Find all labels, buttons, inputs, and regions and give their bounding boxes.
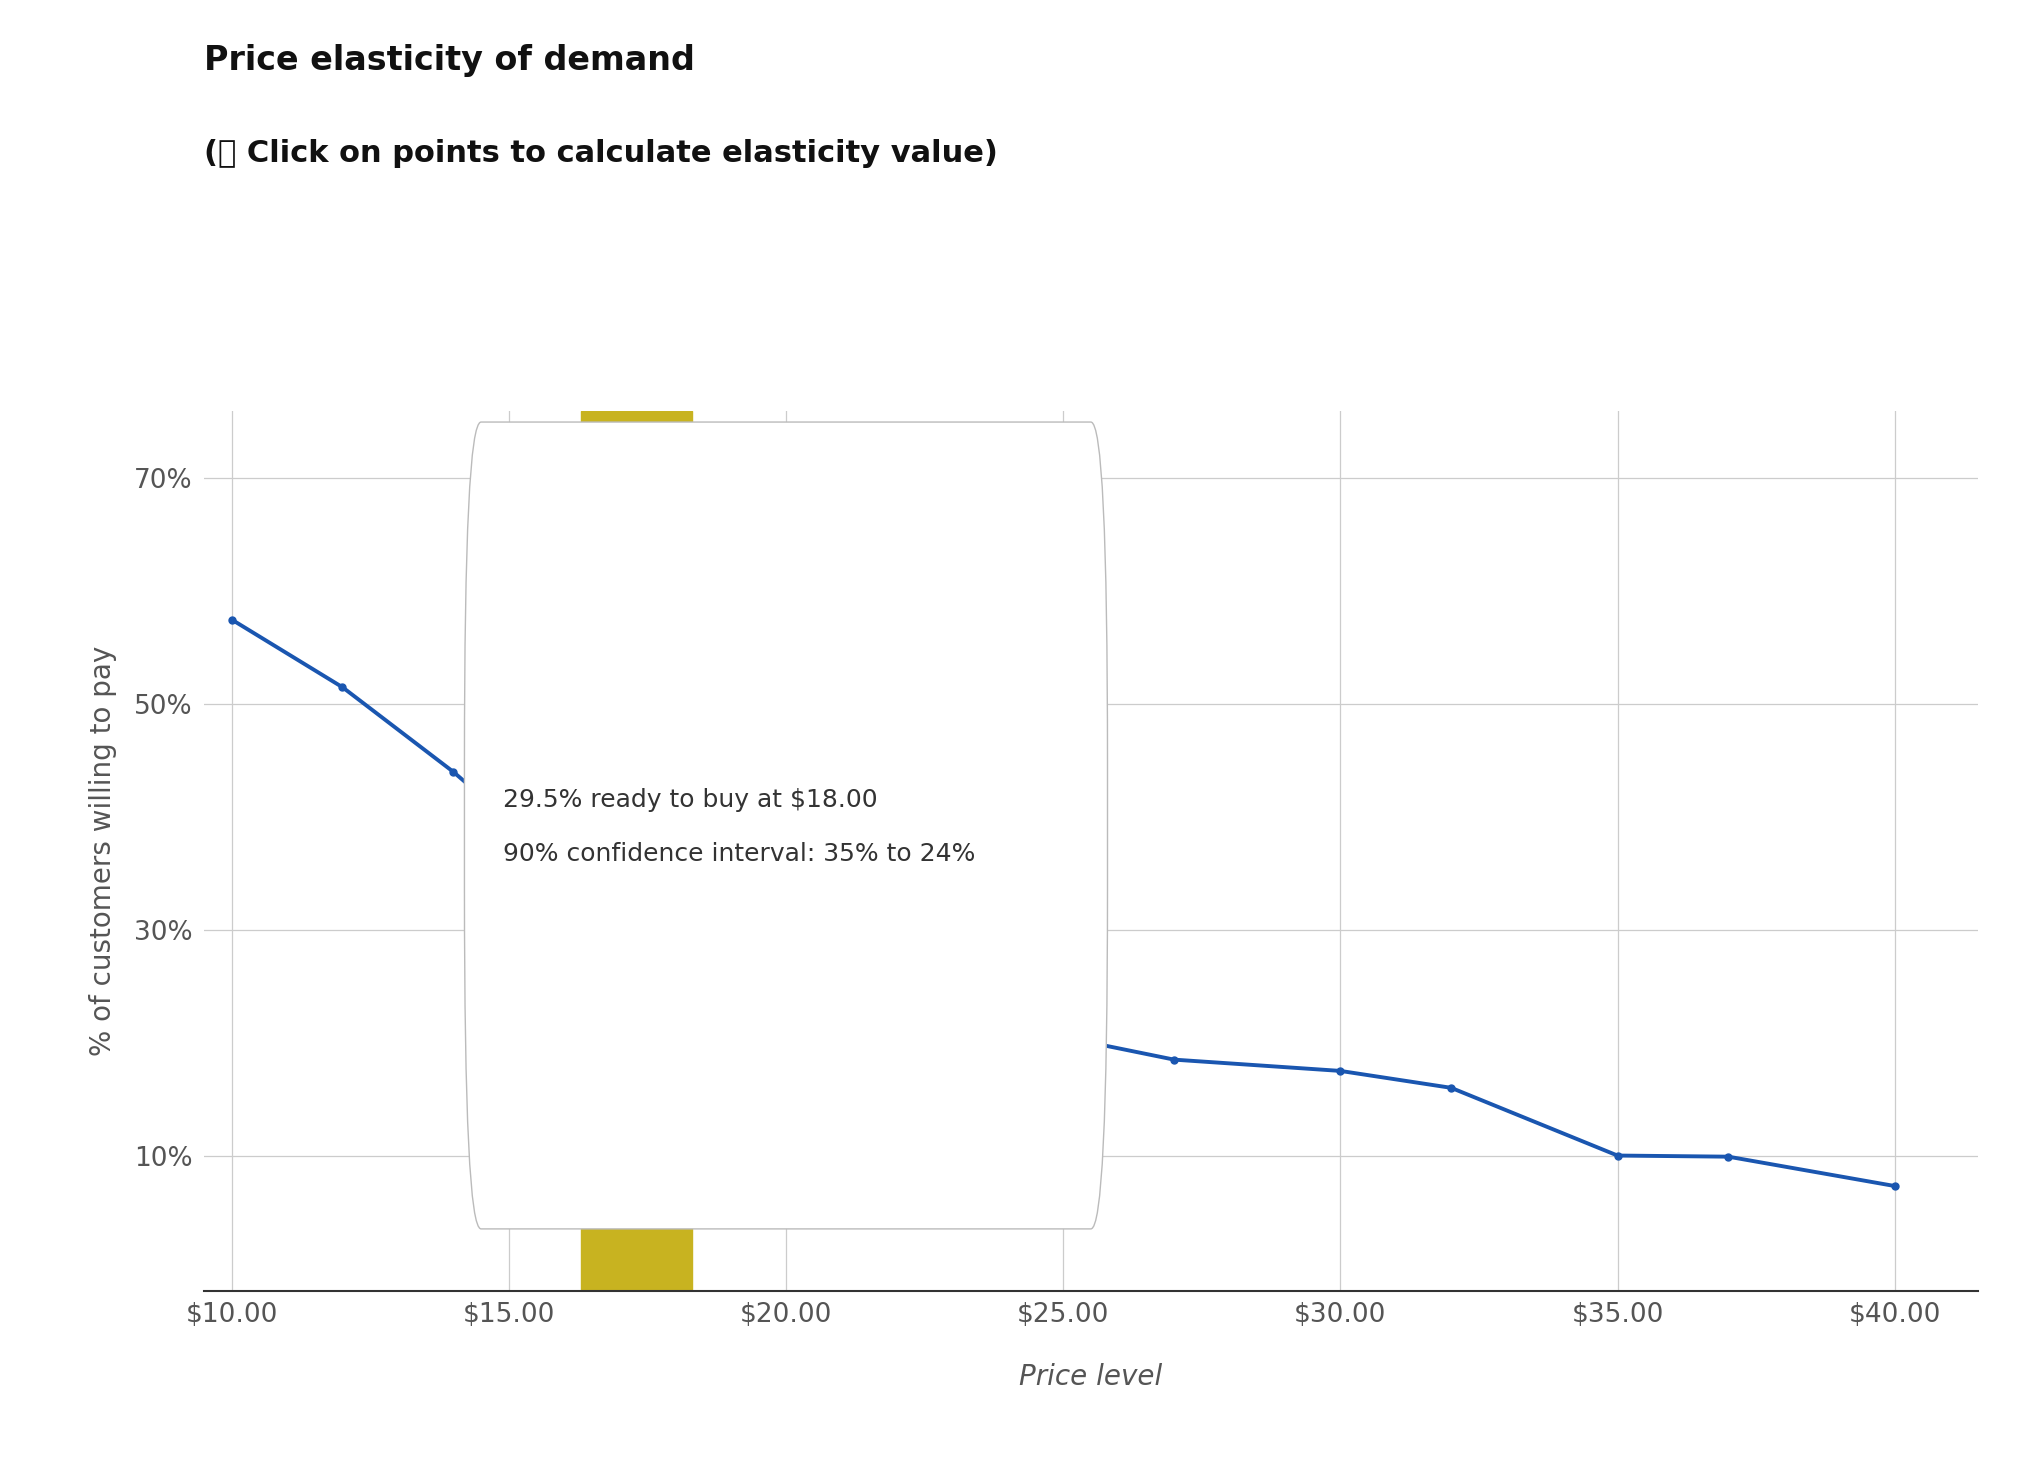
Text: (👆 Click on points to calculate elasticity value): (👆 Click on points to calculate elastici… xyxy=(204,139,997,169)
Y-axis label: % of customers willing to pay: % of customers willing to pay xyxy=(90,645,118,1056)
Text: 90% confidence interval: 35% to 24%: 90% confidence interval: 35% to 24% xyxy=(504,842,975,866)
FancyBboxPatch shape xyxy=(465,422,1107,1229)
Text: 29.5% ready to buy at $18.00: 29.5% ready to buy at $18.00 xyxy=(504,788,879,811)
Bar xyxy=(581,411,691,1291)
X-axis label: Price level: Price level xyxy=(1020,1363,1162,1391)
Text: Price elasticity of demand: Price elasticity of demand xyxy=(204,44,695,76)
